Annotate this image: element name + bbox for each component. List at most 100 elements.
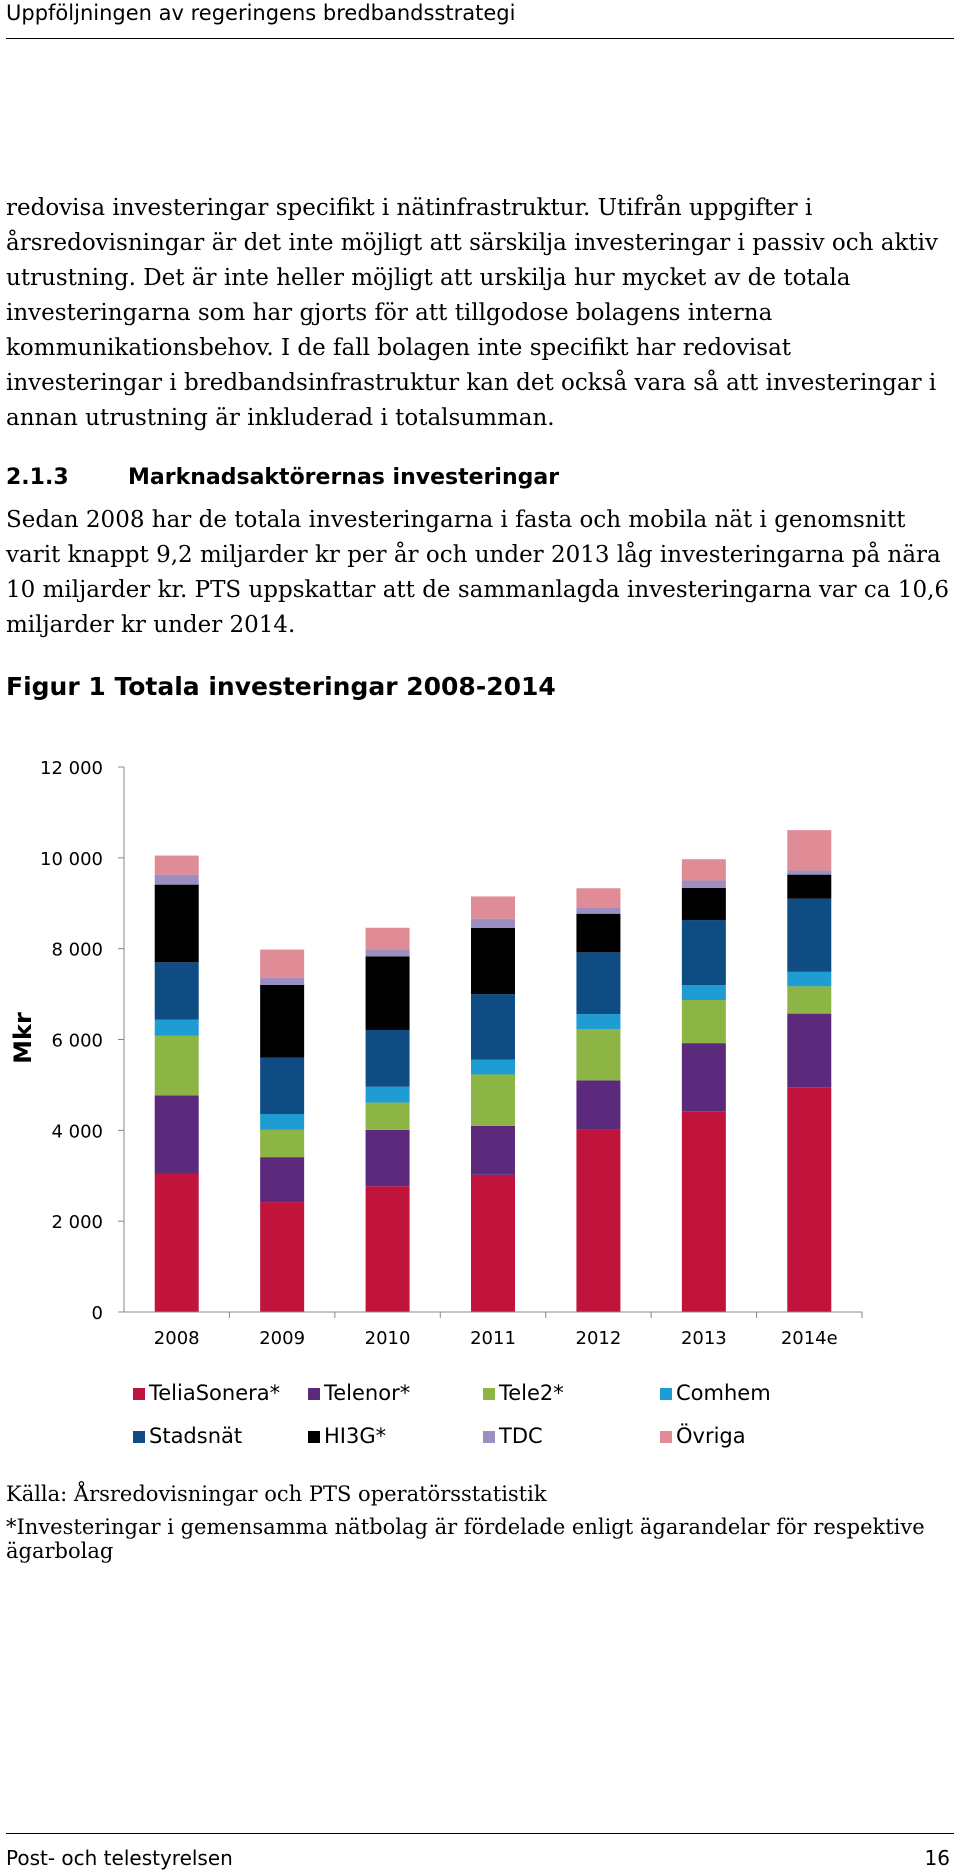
legend-label: Comhem: [676, 1381, 771, 1405]
bar-segment: [681, 985, 726, 1000]
bar-segment: [787, 898, 832, 972]
bar-segment: [576, 913, 621, 953]
bar-segment: [576, 952, 621, 1015]
page-number: 16: [924, 1846, 950, 1870]
paragraph-2: Sedan 2008 har de totala investeringarna…: [6, 507, 950, 638]
bar-segment: [787, 986, 832, 1014]
y-tick-label: 2 000: [51, 1212, 103, 1233]
bar-segment: [154, 874, 199, 885]
legend: TeliaSonera* Telenor* Tele2* Comhem Stadsnät…: [133, 1381, 771, 1448]
legend-swatch: [308, 1431, 320, 1443]
bar-stacks: [154, 830, 832, 1312]
bar-segment: [576, 888, 621, 908]
legend-swatch: [133, 1431, 145, 1443]
x-tick-label: 2010: [365, 1328, 411, 1349]
bar-segment: [787, 874, 832, 899]
bar-segment: [154, 1095, 199, 1174]
bar-segment: [154, 855, 199, 875]
bar-segment: [787, 870, 832, 875]
bar-segment: [576, 1014, 621, 1030]
axes: [123, 767, 862, 1313]
figure-title: Figur 1 Totala investeringar 2008-2014: [6, 672, 556, 701]
bar-segment: [154, 962, 199, 1020]
bar-segment: [787, 971, 832, 987]
bar-segment: [260, 949, 305, 978]
y-tick-label: 10 000: [40, 849, 103, 870]
bar-segment: [681, 859, 726, 881]
bar-segment: [471, 1059, 515, 1075]
bar-segment: [260, 1157, 305, 1203]
x-tick-label: 2014e: [781, 1328, 838, 1349]
bar-segment: [365, 1086, 410, 1103]
bar-segment: [576, 1080, 621, 1130]
section-title: Marknadsaktörernas investeringar: [128, 465, 560, 490]
bar-segment: [365, 949, 410, 957]
bar-segment: [576, 907, 621, 914]
section-heading: 2.1.3 Marknadsaktörernas investeringar: [6, 465, 559, 490]
paragraph-1: redovisa investeringar specifikt i nätin…: [6, 195, 939, 431]
x-tick-label: 2013: [681, 1328, 727, 1349]
bar-segment: [681, 999, 726, 1044]
legend-swatch: [133, 1388, 145, 1400]
bar-segment: [260, 1129, 305, 1158]
x-tick-label: 2012: [576, 1328, 622, 1349]
legend-label: Telenor*: [323, 1381, 410, 1405]
footnote: *Investeringar i gemensamma nätbolag är …: [6, 1515, 925, 1563]
bar-segment: [260, 985, 305, 1058]
bar-segment: [681, 920, 726, 985]
legend-swatch: [483, 1388, 495, 1400]
bar-segment: [260, 1202, 305, 1312]
bar-segment: [260, 1113, 305, 1130]
y-axis-title: Mkr: [9, 1012, 37, 1064]
bar-segment: [471, 994, 515, 1060]
bar-segment: [365, 927, 410, 950]
bar-segment: [471, 1125, 515, 1175]
bar-segment: [681, 887, 726, 921]
header-title: Uppföljningen av regeringens bredbandsst…: [6, 1, 516, 25]
x-tick-label: 2008: [154, 1328, 200, 1349]
bar-segment: [365, 1102, 410, 1130]
bar-segment: [681, 880, 726, 888]
bar-segment: [154, 884, 199, 963]
bar-segment: [576, 1029, 621, 1081]
x-tick-label: 2009: [259, 1328, 305, 1349]
x-axis-labels: 2008 2009 2010 2011 2012 2013 2014e: [154, 1312, 863, 1349]
bar-segment: [471, 927, 515, 995]
legend-swatch: [308, 1388, 320, 1400]
bar-segment: [260, 1057, 305, 1114]
legend-swatch: [660, 1431, 672, 1443]
bar-segment: [681, 1111, 726, 1312]
page-header: Uppföljningen av regeringens bredbandsst…: [6, 0, 954, 39]
page-footer: Post- och telestyrelsen 16: [6, 1833, 954, 1872]
bar-segment: [471, 1174, 515, 1312]
source-note: Källa: Årsredovisningar och PTS operatör…: [6, 1482, 547, 1506]
bar-segment: [154, 1035, 199, 1096]
footer-publisher: Post- och telestyrelsen: [6, 1846, 233, 1870]
legend-label: Stadsnät: [149, 1424, 242, 1448]
bar-segment: [787, 1013, 832, 1088]
legend-swatch: [483, 1431, 495, 1443]
bar-segment: [365, 1186, 410, 1312]
section-number: 2.1.3: [6, 465, 69, 490]
bar-segment: [471, 1074, 515, 1126]
legend-label: TDC: [498, 1424, 543, 1448]
bar-segment: [787, 830, 832, 871]
bar-segment: [365, 1029, 410, 1087]
legend-label: Övriga: [676, 1423, 746, 1448]
bar-segment: [365, 956, 410, 1030]
legend-label: TeliaSonera*: [148, 1381, 280, 1405]
bar-segment: [681, 1043, 726, 1112]
bar-segment: [154, 1019, 199, 1036]
legend-label: HI3G*: [324, 1424, 386, 1448]
bar-segment: [471, 896, 515, 919]
bar-segment: [787, 1087, 832, 1312]
bar-segment: [471, 918, 515, 928]
y-tick-label: 4 000: [51, 1121, 103, 1142]
bar-segment: [365, 1129, 410, 1187]
bar-segment: [154, 1173, 199, 1312]
y-tick-label: 8 000: [51, 940, 103, 961]
x-tick-label: 2011: [470, 1328, 516, 1349]
y-tick-label: 0: [92, 1303, 103, 1324]
y-tick-label: 12 000: [40, 758, 103, 779]
